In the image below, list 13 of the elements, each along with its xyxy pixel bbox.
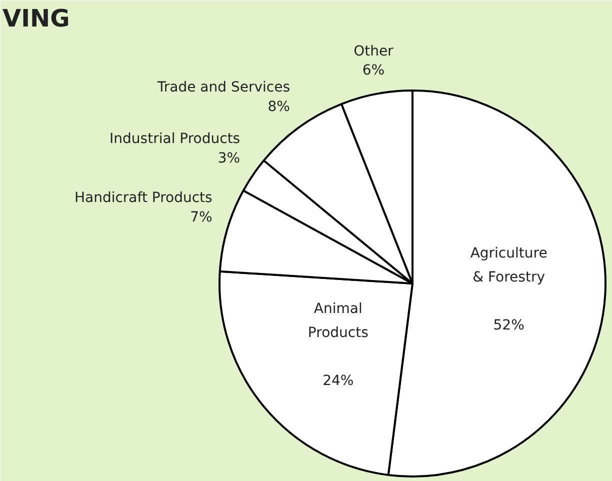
data-label: 7% xyxy=(190,209,212,226)
data-label: 8% xyxy=(268,98,290,115)
data-label: 3% xyxy=(218,150,240,166)
slice-label: Agriculture & Forestry xyxy=(470,246,548,286)
slice-label: Trade and Services xyxy=(156,80,290,96)
slice-label: Handicraft Products xyxy=(74,190,212,206)
slice-label: Industrial Products xyxy=(110,131,240,148)
slice-label: Other xyxy=(354,44,394,60)
chart-title: VING xyxy=(2,4,70,32)
slice-label: Animal Products xyxy=(308,301,368,342)
data-label: 52% xyxy=(493,318,524,334)
data-label: 6% xyxy=(362,62,385,79)
data-label: 24% xyxy=(322,373,354,390)
